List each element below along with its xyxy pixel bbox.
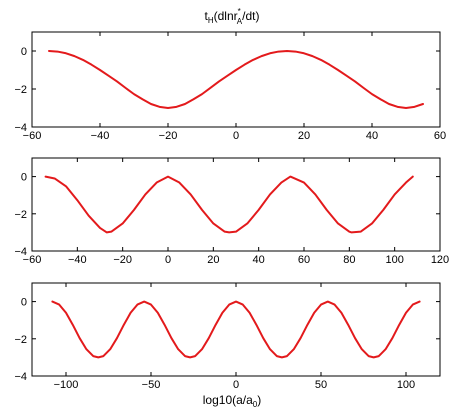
series-line-0	[51, 300, 421, 359]
x-tick-label: −40	[91, 130, 110, 142]
x-tick-label: −50	[142, 379, 161, 391]
x-tick-label: 60	[298, 254, 310, 266]
x-tick-label: 40	[366, 130, 378, 142]
subplot-middle: −60 −40 −20 0 20 40 60 80 100 120−4−20	[14, 157, 449, 266]
x-tick-label: −20	[113, 254, 132, 266]
x-tick-label: 40	[253, 254, 265, 266]
x-tick-label: 0	[233, 379, 239, 391]
subplot-top: −60 −40 −20 0 20 40 60−4−20	[14, 31, 446, 142]
x-tick-label: 20	[207, 254, 219, 266]
subplot-bottom: −100 −50 0 50 100 −4 −2 0	[14, 282, 441, 391]
x-tick-label: 100	[385, 254, 403, 266]
x-tick-label: 0	[165, 254, 171, 266]
x-tick-label: 60	[434, 130, 446, 142]
x-tick-label: 120	[431, 254, 449, 266]
x-tick-label: −60	[23, 130, 42, 142]
y-tick-label: 0	[21, 46, 27, 58]
series-line-0	[48, 50, 424, 109]
axes-frame	[31, 157, 441, 252]
x-tick-label: 100	[397, 379, 415, 391]
x-tick-label: 20	[298, 130, 310, 142]
axes-frame	[31, 282, 441, 377]
x-axis-label: log10(a/a0)	[203, 393, 262, 409]
y-tick-label: 0	[21, 172, 27, 184]
x-tick-label: −20	[159, 130, 178, 142]
x-tick-label: 50	[315, 379, 327, 391]
y-tick-label: 0	[21, 297, 27, 309]
y-tick-label: −2	[14, 209, 27, 221]
y-tick-label: −2	[14, 84, 27, 96]
axes-frame	[31, 31, 441, 128]
y-tick-label: −4	[14, 122, 27, 134]
series-line-0	[44, 175, 414, 234]
y-tick-label: −4	[14, 246, 27, 258]
x-tick-label: 80	[343, 254, 355, 266]
x-tick-label: 0	[233, 130, 239, 142]
y-tick-label: −2	[14, 334, 27, 346]
x-tick-label: −100	[54, 379, 79, 391]
figure-title: tH(dlnr* A/dt)	[205, 7, 260, 26]
x-tick-label: −60	[23, 254, 42, 266]
x-tick-label: −40	[68, 254, 87, 266]
y-tick-label: −4	[14, 371, 27, 383]
